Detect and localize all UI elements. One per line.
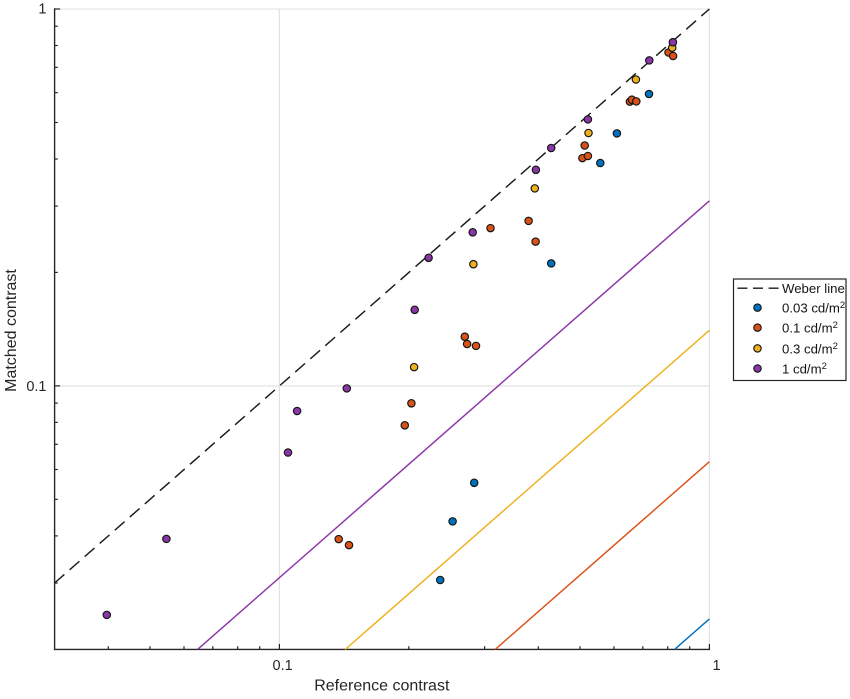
svg-text:Matched contrast: Matched contrast [3, 269, 20, 392]
svg-text:0.1 cd/m2: 0.1 cd/m2 [782, 320, 838, 336]
svg-text:0.1: 0.1 [26, 379, 46, 395]
svg-text:0.3 cd/m2: 0.3 cd/m2 [782, 341, 838, 357]
svg-text:Weber line: Weber line [782, 281, 845, 296]
svg-text:1: 1 [713, 658, 721, 674]
svg-text:1 cd/m2: 1 cd/m2 [782, 361, 827, 377]
svg-text:0.1: 0.1 [273, 658, 293, 674]
svg-text:1: 1 [38, 2, 46, 18]
svg-text:0.03 cd/m2: 0.03 cd/m2 [782, 300, 845, 316]
svg-text:Reference contrast: Reference contrast [314, 677, 450, 694]
